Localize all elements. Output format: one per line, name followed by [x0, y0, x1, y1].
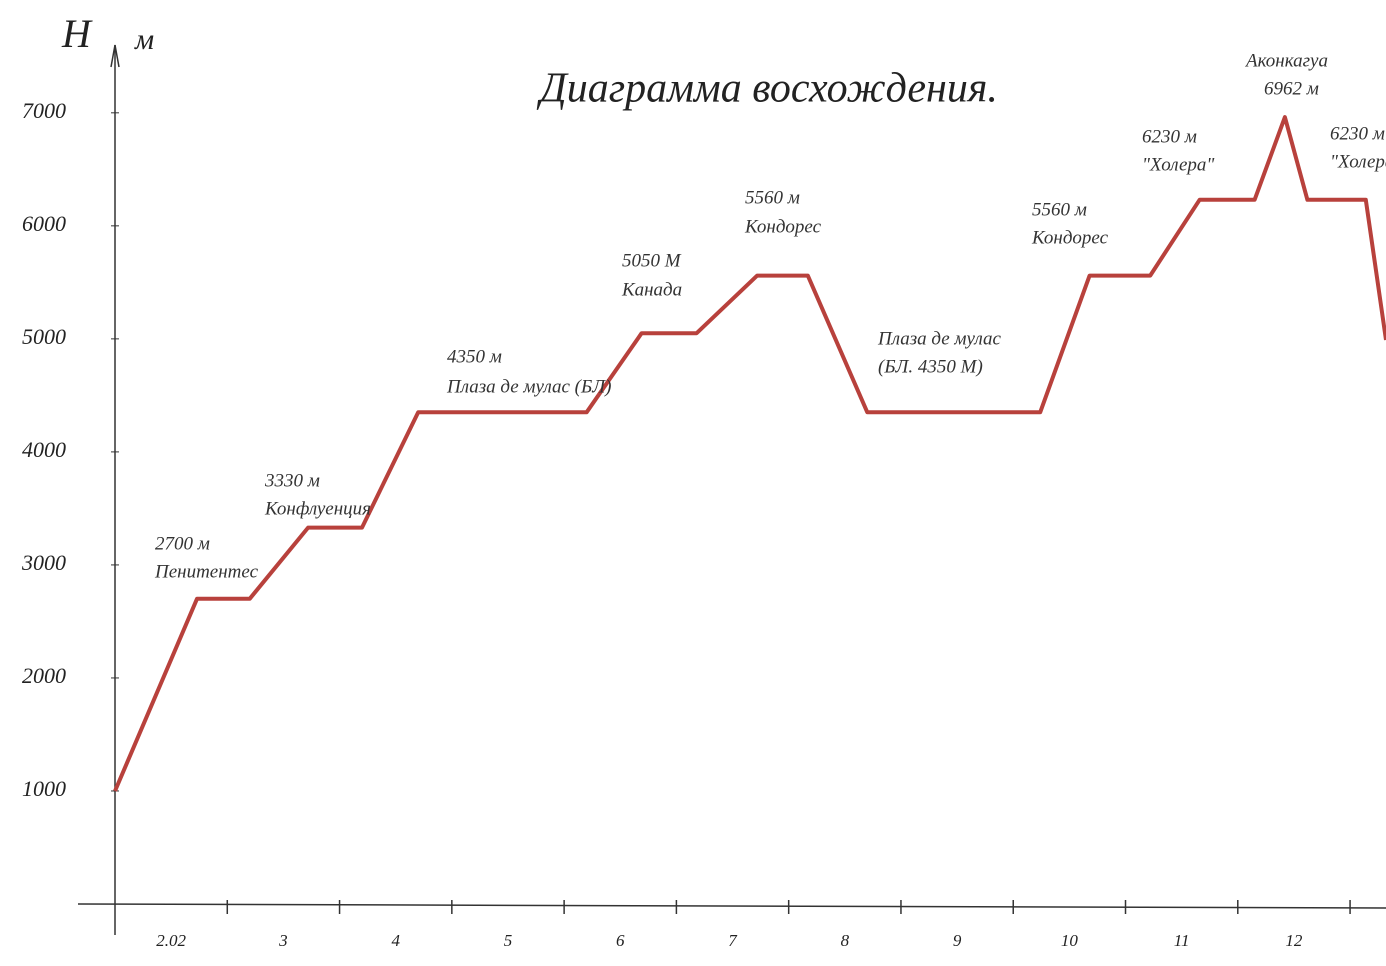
- annotation: 2700 м: [155, 533, 210, 554]
- line-series: [113, 115, 1386, 792]
- y-tick-label: 2000: [22, 663, 66, 688]
- x-tick-label: 8: [841, 931, 850, 950]
- annotation: "Холера": [1330, 151, 1386, 172]
- annotation: 3330 м: [264, 470, 320, 491]
- y-tick-label: 7000: [22, 98, 66, 123]
- x-tick-label: 7: [728, 931, 738, 950]
- annotation: 6230 м: [1330, 123, 1385, 144]
- annotation: Кондорес: [744, 216, 822, 237]
- y-tick-label: 4000: [22, 437, 66, 462]
- annotation: "Холера": [1142, 154, 1215, 175]
- x-tick-label: 6: [616, 931, 625, 950]
- x-tick-label: 9: [953, 931, 962, 950]
- y-axis-unit: м: [134, 23, 154, 56]
- y-tick-label: 3000: [21, 550, 66, 575]
- annotation: Плаза де мулас (БЛ): [446, 376, 611, 397]
- x-tick-label: 3: [278, 931, 288, 950]
- annotation: 6962 м: [1264, 78, 1319, 99]
- x-tick-label: 12: [1285, 931, 1303, 950]
- y-axis-arrow: [110, 44, 120, 68]
- y-tick-label: 6000: [22, 211, 66, 236]
- x-tick-label: 2.02: [156, 931, 186, 950]
- annotation: Пенитентес: [154, 561, 259, 582]
- x-tick-label: 11: [1174, 931, 1190, 950]
- chart-title: Диаграмма восхождения.: [536, 66, 998, 112]
- annotation: Кондорес: [1031, 227, 1109, 248]
- annotation: 4350 м: [447, 346, 502, 367]
- x-tick-label: 5: [504, 931, 513, 950]
- y-tick-label: 1000: [22, 776, 66, 801]
- x-tick-label: 4: [391, 931, 400, 950]
- y-axis-label: H: [61, 11, 93, 56]
- annotation: 5560 м: [745, 187, 800, 208]
- annotation: 5560 м: [1032, 199, 1087, 220]
- x-axis: [77, 903, 1386, 909]
- annotation: 5050 М: [622, 250, 682, 271]
- annotation: Конфлуенция: [264, 498, 371, 519]
- y-tick-label: 5000: [22, 324, 66, 349]
- annotation: 6230 м: [1142, 126, 1197, 147]
- annotation: (БЛ. 4350 М): [878, 356, 983, 377]
- annotation: Аконкагуа: [1244, 50, 1328, 71]
- annotation: Плаза де мулас: [877, 328, 1001, 349]
- x-tick-label: 10: [1061, 931, 1079, 950]
- annotation: Канада: [621, 279, 682, 300]
